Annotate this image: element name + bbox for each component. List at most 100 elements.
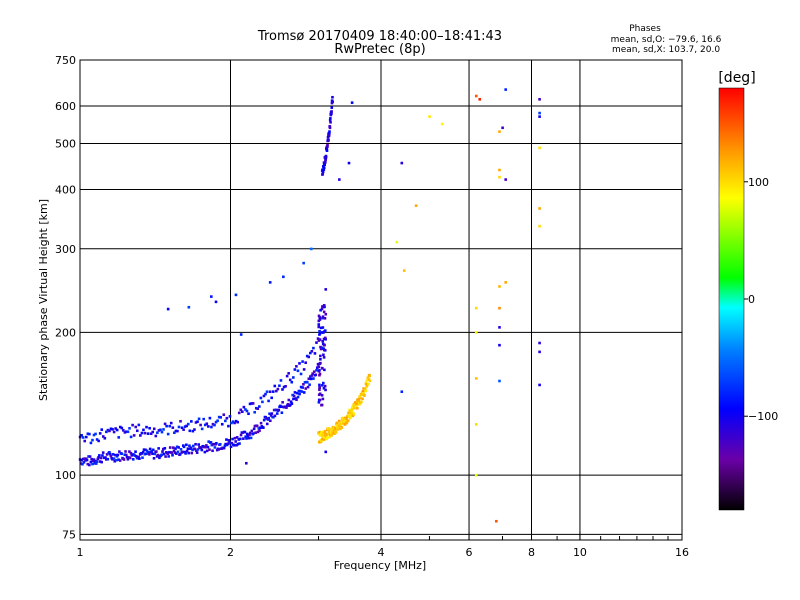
x-tick-label: 16 [675, 546, 689, 559]
x-axis-label: Frequency [MHz] [334, 559, 426, 572]
f-layer-point [326, 144, 329, 147]
o-mode-point [162, 452, 166, 456]
stats-line-o: mean, sd,O: −79.6, 16.6 [611, 35, 722, 45]
o-mode-point [190, 420, 193, 423]
x-mode-point [351, 405, 354, 409]
o-mode-point [92, 458, 96, 461]
o-mode-point [305, 354, 309, 358]
o-mode-point [262, 394, 266, 398]
o-mode-point [135, 454, 138, 458]
x-mode-point [322, 434, 326, 437]
o-mode-point [111, 428, 114, 431]
o-mode-point [215, 441, 218, 445]
x-mode-point [348, 415, 351, 418]
o-mode-point [324, 288, 328, 291]
o-mode-point [145, 425, 148, 429]
o-mode-point [124, 450, 127, 453]
o-mode-point [101, 435, 105, 438]
o-mode-point [225, 416, 229, 420]
o-mode-point [146, 432, 150, 435]
o-mode-cusp-point [317, 323, 321, 326]
o-mode-point [275, 412, 279, 415]
x-mode-point [368, 374, 371, 378]
x-mode-point [337, 426, 341, 430]
f-layer-point [327, 139, 330, 142]
o-mode-point [93, 462, 97, 465]
o-mode-point [214, 420, 218, 424]
o-mode-point [287, 398, 291, 402]
o-mode-point [255, 424, 259, 428]
o-mode-point [278, 384, 281, 388]
x-mode-point [349, 410, 353, 414]
x-mode-point [332, 425, 335, 429]
o-mode-cusp-point [321, 305, 324, 308]
o-mode-point [236, 420, 239, 424]
x-mode-point [345, 417, 348, 420]
o-mode-point [129, 435, 133, 439]
y-tick-label: 200 [55, 326, 76, 339]
o-mode-point [128, 427, 131, 430]
o-mode-point [233, 436, 237, 440]
o-mode-point [302, 391, 306, 394]
o-mode-point [160, 453, 164, 457]
o-mode-point [314, 373, 318, 377]
o-mode-point [213, 446, 217, 449]
o-mode-point [225, 438, 228, 441]
sporadic-point [538, 207, 541, 210]
o-mode-point [256, 407, 260, 410]
o-mode-point [265, 390, 269, 394]
o-mode-point [140, 452, 144, 455]
o-mode-point [207, 440, 211, 443]
o-mode-point [88, 432, 91, 436]
o-mode-point [253, 410, 256, 414]
o-mode-point [98, 432, 102, 435]
o-mode-point [139, 434, 142, 437]
o-mode-cusp-point [319, 308, 322, 312]
o-mode-point [184, 452, 187, 455]
o-mode-point [269, 414, 273, 417]
x-mode-point [364, 389, 367, 393]
o-mode-point [315, 366, 319, 369]
o-mode-point [311, 372, 314, 375]
o-mode-point [203, 423, 207, 427]
o-mode-cusp-point [321, 326, 325, 329]
f-layer-point [328, 126, 332, 130]
x-mode-point [360, 400, 363, 404]
o-mode-point [302, 368, 306, 371]
o-mode-point [141, 450, 145, 454]
o-mode-point [258, 405, 261, 408]
o-mode-point [183, 425, 187, 428]
o-mode-point [268, 390, 272, 394]
o-mode-point [217, 415, 221, 419]
o-mode-cusp-point [322, 305, 326, 309]
o-mode-point [256, 430, 260, 434]
o-mode-point [181, 450, 184, 454]
o-mode-point [89, 460, 93, 464]
o-mode-point [273, 384, 277, 388]
o-mode-point [310, 374, 314, 377]
y-tick-label: 300 [55, 243, 76, 256]
o-mode-point [229, 445, 233, 449]
o-mode-point [270, 412, 274, 415]
o-mode-point [293, 391, 297, 394]
o-mode-point [218, 442, 222, 446]
colorbar-label: [deg] [718, 70, 755, 86]
o-mode-point [163, 422, 167, 426]
o-mode-point [285, 404, 289, 407]
x-mode-point [350, 407, 354, 411]
o-mode-point [192, 444, 195, 448]
y-tick-label: 75 [62, 528, 76, 541]
o-mode-point [223, 444, 227, 448]
o-mode-point [228, 442, 232, 445]
o-mode-point [80, 434, 83, 437]
o-mode-point [245, 432, 249, 436]
o-mode-point [171, 426, 175, 429]
o-mode-point [207, 425, 210, 428]
o-mode-point [148, 426, 151, 430]
o-mode-point [277, 408, 281, 412]
o-mode-point [304, 387, 308, 390]
o-mode-cusp-point [323, 329, 327, 332]
sporadic-point [338, 178, 341, 181]
x-mode-point [339, 422, 343, 426]
o-mode-point [205, 444, 208, 447]
